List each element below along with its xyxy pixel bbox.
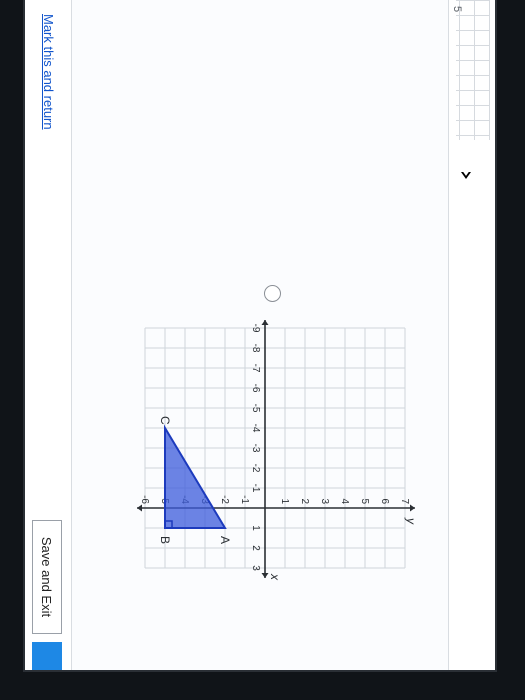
save-exit-button[interactable]: Save and Exit [32,520,62,634]
app-content: 5 yx-9-8-7-6-5-4-3-2-1123-6-5-4-3-2-1123… [25,0,495,670]
mouse-cursor-icon [461,172,471,179]
svg-text:-2: -2 [250,464,261,473]
svg-text:y: y [404,517,418,525]
svg-text:-6: -6 [250,384,261,393]
svg-text:2: 2 [250,545,261,551]
svg-text:-2: -2 [219,495,230,504]
svg-text:3: 3 [250,565,261,571]
svg-text:5: 5 [359,498,370,504]
svg-text:-5: -5 [250,404,261,413]
svg-text:-3: -3 [250,444,261,453]
svg-text:C: C [158,416,172,425]
coordinate-graph: yx-9-8-7-6-5-4-3-2-1123-6-5-4-3-2-112345… [113,310,423,598]
svg-text:-1: -1 [239,495,250,504]
svg-text:1: 1 [279,498,290,504]
partial-grid-tick: 5 [451,6,463,12]
svg-text:-8: -8 [250,344,261,353]
svg-text:1: 1 [250,525,261,531]
svg-text:4: 4 [339,498,350,504]
previous-answer-strip: 5 [448,0,495,670]
svg-text:7: 7 [399,498,410,504]
svg-text:-1: -1 [250,484,261,493]
svg-text:-7: -7 [250,364,261,373]
next-button[interactable] [32,642,62,670]
svg-text:-6: -6 [139,495,150,504]
option-radio[interactable] [264,285,281,302]
mark-return-link[interactable]: Mark this and return [41,14,56,130]
svg-text:-4: -4 [250,424,261,433]
svg-text:-9: -9 [250,324,261,333]
svg-text:6: 6 [379,498,390,504]
svg-text:B: B [158,536,172,544]
footer-bar: Mark this and return Save and Exit [25,0,72,670]
partial-grid [456,0,490,140]
svg-text:x: x [268,573,282,581]
answer-area: yx-9-8-7-6-5-4-3-2-1123-6-5-4-3-2-112345… [71,0,449,670]
svg-text:3: 3 [319,498,330,504]
svg-text:A: A [218,536,232,544]
svg-text:2: 2 [299,498,310,504]
save-exit-label: Save and Exit [40,537,55,617]
